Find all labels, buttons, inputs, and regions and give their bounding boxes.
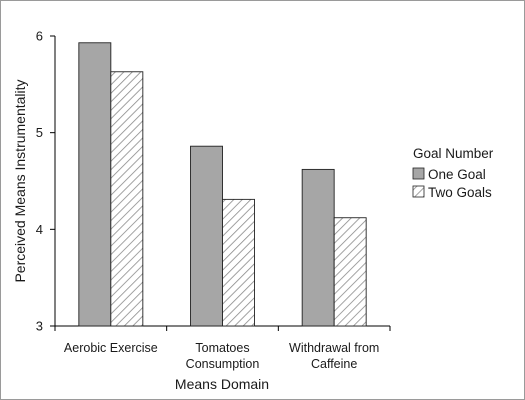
y-axis-title: Perceived Means Instrumentality: [12, 79, 28, 282]
x-category-label: Tomatoes: [195, 341, 249, 355]
x-axis-title: Means Domain: [175, 376, 269, 392]
legend-swatch-two-goals: [412, 185, 425, 198]
bar-two-goals: [333, 217, 367, 327]
bar-one-goal: [301, 168, 335, 327]
legend-title: Goal Number: [413, 146, 494, 161]
x-category-label: Aerobic Exercise: [64, 341, 158, 355]
y-tick-label: 3: [36, 319, 43, 334]
y-tick-label: 5: [36, 125, 43, 140]
x-category-label: Caffeine: [311, 357, 357, 371]
bar-one-goal: [190, 145, 223, 327]
legend: Goal Number One Goal Two Goals: [412, 146, 494, 200]
x-category-label: Withdrawal from: [289, 341, 379, 355]
x-category-label: Consumption: [186, 357, 260, 371]
legend-swatch-one-goal: [412, 167, 425, 180]
bar-two-goals: [222, 198, 255, 327]
y-tick-label: 6: [36, 29, 43, 44]
legend-label-one-goal: One Goal: [428, 167, 486, 182]
bar-two-goals: [110, 71, 144, 327]
legend-label-two-goals: Two Goals: [428, 185, 492, 200]
bar-one-goal: [78, 42, 112, 327]
y-tick-label: 4: [36, 222, 43, 237]
